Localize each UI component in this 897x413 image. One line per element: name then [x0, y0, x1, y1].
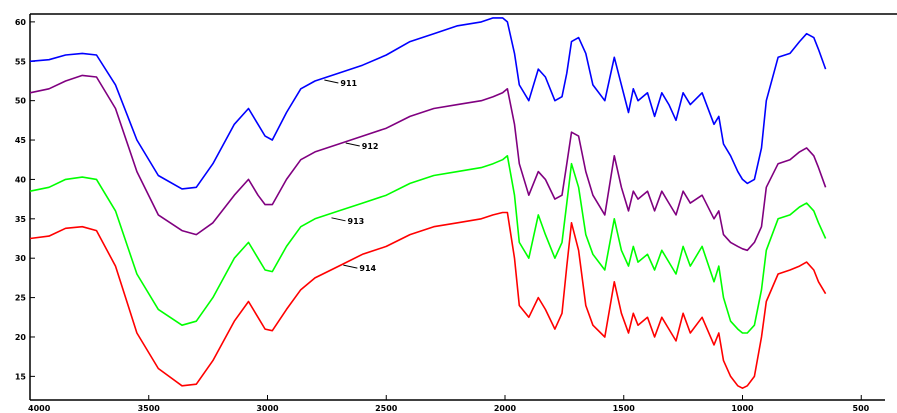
x-tick-label: 4000 [28, 404, 51, 413]
x-tick-label: 1000 [731, 404, 754, 413]
x-tick-label: 2500 [375, 404, 398, 413]
y-tick-label: 15 [15, 372, 27, 381]
y-tick-label: 40 [15, 175, 27, 184]
series-label-911: 911 [340, 79, 357, 88]
x-axis-ticks: 4000 3500 3000 2500 2000 1500 1000 500 [28, 395, 870, 413]
y-tick-label: 50 [15, 97, 27, 106]
y-tick-label: 35 [15, 215, 27, 224]
y-tick-label: 45 [15, 136, 27, 145]
series-line-911 [29, 17, 827, 190]
spectrum-series [29, 17, 827, 390]
series-line-913 [29, 155, 827, 334]
y-tick-label: 25 [15, 294, 27, 303]
series-label-912: 912 [362, 142, 379, 151]
series-line-914 [29, 211, 827, 390]
series-label-913: 913 [348, 217, 365, 226]
x-tick-label: 500 [853, 404, 870, 413]
series-line-912 [29, 74, 827, 252]
x-tick-label: 1500 [613, 404, 636, 413]
series-label-leader [324, 79, 339, 84]
series-label-leader [331, 217, 346, 222]
y-tick-label: 60 [15, 18, 27, 27]
y-axis-ticks: 60 55 50 45 40 35 30 25 20 15 [15, 18, 35, 381]
series-labels: 911 912 913 914 [324, 79, 378, 273]
y-tick-label: 30 [15, 254, 27, 263]
x-tick-label: 2000 [494, 404, 517, 413]
x-tick-label: 3500 [138, 404, 161, 413]
series-label-leader [345, 142, 360, 147]
y-tick-label: 20 [15, 333, 27, 342]
x-tick-label: 3000 [256, 404, 279, 413]
series-label-914: 914 [359, 264, 376, 273]
y-tick-label: 55 [15, 57, 27, 66]
series-label-leader [343, 264, 358, 269]
